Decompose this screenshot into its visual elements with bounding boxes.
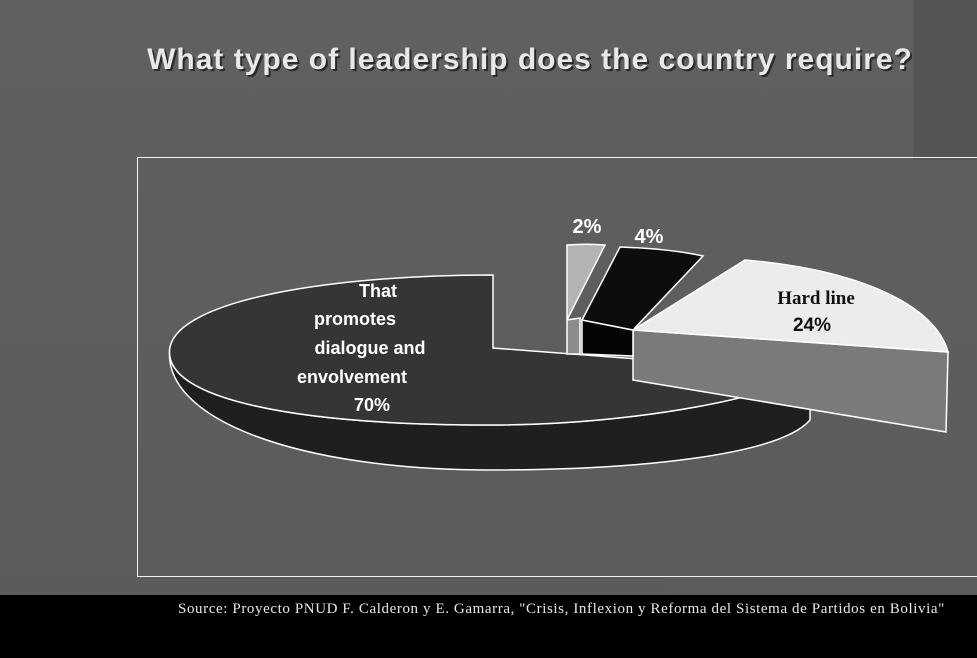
slice-label-hardline: Hard line — [777, 288, 855, 309]
plot-frame — [137, 157, 977, 577]
chart-title: What type of leadership does the country… — [147, 43, 913, 76]
slice-value-4: 4% — [635, 226, 664, 248]
slice-value-2: 2% — [573, 216, 602, 238]
slice-hardline — [630, 259, 950, 353]
slice-side-2 — [566, 317, 581, 355]
decorative-strip — [913, 0, 977, 160]
source-note: Source: Proyecto PNUD F. Calderon y E. G… — [178, 601, 945, 617]
slice-value-hardline: 24% — [793, 315, 831, 336]
slice-label-dialogue-line2: promotes — [314, 309, 396, 329]
slice-label-dialogue-line1: That — [359, 281, 397, 301]
slice-4 — [580, 246, 705, 331]
footer-gray-band — [0, 578, 665, 595]
footer-band — [0, 595, 977, 658]
slice-dialogue — [168, 274, 813, 426]
slice-label-dialogue-line4: envolvement — [297, 367, 407, 387]
slice-value-dialogue: 70% — [354, 395, 390, 415]
slice-label-dialogue-line3: dialogue and — [314, 338, 425, 358]
slice-2 — [566, 243, 607, 321]
